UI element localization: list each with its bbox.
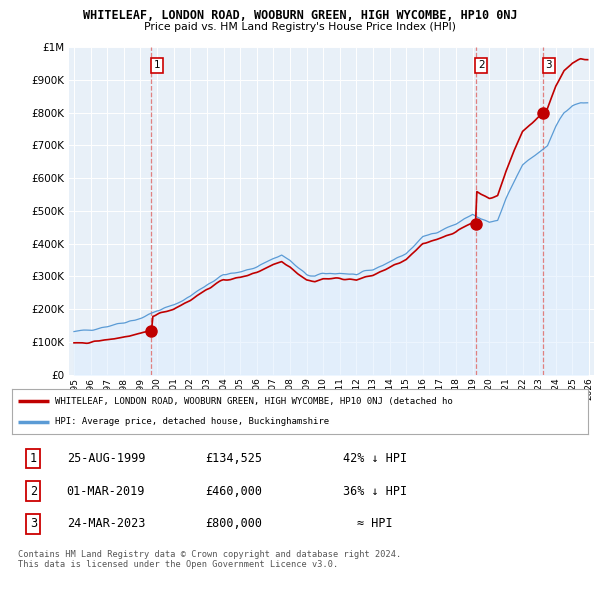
- Text: 1: 1: [30, 452, 37, 465]
- Text: ≈ HPI: ≈ HPI: [357, 517, 392, 530]
- Text: 2: 2: [30, 484, 37, 498]
- Text: £134,525: £134,525: [205, 452, 262, 465]
- Text: 42% ↓ HPI: 42% ↓ HPI: [343, 452, 407, 465]
- Text: Contains HM Land Registry data © Crown copyright and database right 2024.
This d: Contains HM Land Registry data © Crown c…: [18, 550, 401, 569]
- Text: £460,000: £460,000: [205, 484, 262, 498]
- Text: 25-AUG-1999: 25-AUG-1999: [67, 452, 145, 465]
- Text: 3: 3: [30, 517, 37, 530]
- Text: 3: 3: [545, 61, 552, 70]
- Text: £800,000: £800,000: [205, 517, 262, 530]
- Text: 36% ↓ HPI: 36% ↓ HPI: [343, 484, 407, 498]
- Text: WHITELEAF, LONDON ROAD, WOOBURN GREEN, HIGH WYCOMBE, HP10 0NJ (detached ho: WHITELEAF, LONDON ROAD, WOOBURN GREEN, H…: [55, 397, 453, 406]
- Text: 2: 2: [478, 61, 485, 70]
- Text: 24-MAR-2023: 24-MAR-2023: [67, 517, 145, 530]
- Text: Price paid vs. HM Land Registry's House Price Index (HPI): Price paid vs. HM Land Registry's House …: [144, 22, 456, 32]
- Text: WHITELEAF, LONDON ROAD, WOOBURN GREEN, HIGH WYCOMBE, HP10 0NJ: WHITELEAF, LONDON ROAD, WOOBURN GREEN, H…: [83, 9, 517, 22]
- Text: 01-MAR-2019: 01-MAR-2019: [67, 484, 145, 498]
- Text: 1: 1: [154, 61, 160, 70]
- Text: HPI: Average price, detached house, Buckinghamshire: HPI: Average price, detached house, Buck…: [55, 417, 329, 426]
